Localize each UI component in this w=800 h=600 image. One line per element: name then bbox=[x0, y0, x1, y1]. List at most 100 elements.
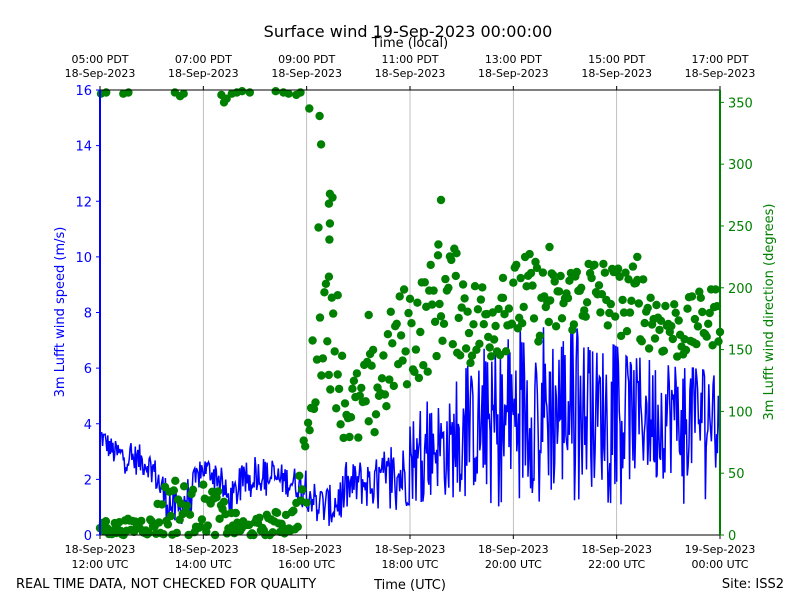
wind-direction-point bbox=[405, 294, 415, 303]
wind-direction-point bbox=[525, 249, 534, 259]
top-tick-label-date: 18-Sep-2023 bbox=[65, 67, 136, 80]
wind-direction-point bbox=[188, 485, 198, 494]
wind-direction-point bbox=[314, 223, 323, 232]
wind-direction-point bbox=[423, 367, 432, 376]
wind-direction-point bbox=[321, 279, 331, 288]
wind-direction-point bbox=[404, 308, 413, 318]
x-tick-label-date: 18-Sep-2023 bbox=[581, 543, 652, 556]
top-tick-label-time: 15:00 PDT bbox=[588, 53, 645, 66]
wind-direction-point bbox=[705, 308, 714, 318]
wind-direction-point bbox=[388, 339, 397, 348]
wind-direction-point bbox=[590, 260, 599, 269]
wind-direction-point bbox=[203, 521, 212, 530]
wind-direction-point bbox=[603, 321, 612, 330]
wind-direction-point bbox=[659, 346, 669, 355]
wind-direction-point bbox=[494, 304, 503, 314]
wind-direction-point bbox=[401, 347, 410, 356]
top-tick-label-time: 13:00 PDT bbox=[485, 53, 542, 66]
wind-direction-point bbox=[526, 268, 536, 278]
wind-direction-point bbox=[402, 380, 412, 389]
wind-direction-point bbox=[698, 307, 707, 317]
wind-direction-point bbox=[355, 391, 364, 400]
wind-direction-point bbox=[622, 327, 632, 336]
wind-direction-point bbox=[582, 298, 592, 307]
wind-direction-point bbox=[436, 312, 446, 321]
wind-direction-point bbox=[324, 272, 334, 281]
wind-direction-point bbox=[172, 528, 181, 538]
wind-direction-point bbox=[516, 273, 525, 283]
wind-direction-point bbox=[704, 319, 713, 328]
wind-direction-point bbox=[413, 298, 422, 307]
wind-direction-point bbox=[683, 304, 692, 313]
wind-direction-point bbox=[463, 307, 472, 316]
wind-direction-point bbox=[182, 501, 192, 510]
wind-direction-point bbox=[535, 331, 545, 340]
wind-direction-point bbox=[333, 291, 342, 300]
wind-direction-point bbox=[231, 508, 240, 518]
wind-direction-point bbox=[196, 522, 205, 531]
wind-direction-point bbox=[411, 345, 421, 354]
wind-direction-point bbox=[284, 89, 293, 98]
wind-direction-point bbox=[577, 283, 586, 292]
wind-direction-point bbox=[587, 273, 596, 283]
top-tick-label-time: 07:00 PDT bbox=[175, 53, 232, 66]
chart-title: Surface wind 19-Sep-2023 00:00:00 bbox=[264, 22, 553, 41]
wind-direction-point bbox=[441, 274, 450, 284]
wind-direction-point bbox=[464, 328, 474, 338]
wind-direction-point bbox=[507, 319, 517, 328]
wind-direction-point bbox=[458, 280, 468, 289]
wind-direction-point bbox=[546, 296, 555, 305]
wind-direction-point bbox=[512, 260, 521, 270]
wind-direction-point bbox=[346, 413, 356, 422]
wind-direction-point bbox=[681, 345, 691, 355]
wind-direction-point bbox=[581, 312, 590, 321]
x-tick-label-date: 18-Sep-2023 bbox=[65, 543, 136, 556]
wind-direction-point bbox=[652, 300, 661, 310]
wind-direction-point bbox=[364, 417, 373, 426]
wind-direction-point bbox=[154, 518, 164, 527]
wind-direction-point bbox=[429, 286, 438, 295]
wind-direction-point bbox=[396, 331, 406, 340]
wind-direction-point bbox=[509, 278, 518, 287]
wind-direction-point bbox=[349, 376, 359, 385]
wind-direction-point bbox=[329, 309, 338, 318]
wind-direction-point bbox=[302, 498, 311, 507]
wind-direction-point bbox=[639, 275, 648, 284]
wind-direction-point bbox=[427, 300, 437, 309]
wind-direction-point bbox=[644, 344, 654, 353]
wind-direction-point bbox=[444, 283, 453, 292]
y-right-tick-label: 300 bbox=[728, 158, 753, 173]
wind-direction-point bbox=[456, 351, 465, 360]
wind-direction-point bbox=[383, 330, 393, 339]
x-tick-label-time: 16:00 UTC bbox=[278, 558, 335, 571]
wind-direction-point bbox=[457, 303, 466, 312]
wind-direction-point bbox=[334, 384, 344, 394]
wind-direction-point bbox=[460, 294, 469, 303]
x-tick-label-date: 18-Sep-2023 bbox=[271, 543, 342, 556]
wind-direction-point bbox=[305, 104, 314, 113]
wind-direction-point bbox=[469, 320, 478, 329]
wind-direction-point bbox=[656, 316, 666, 325]
wind-direction-point bbox=[529, 314, 539, 323]
wind-direction-point bbox=[470, 282, 480, 291]
wind-direction-point bbox=[467, 351, 477, 360]
wind-direction-point bbox=[637, 337, 646, 346]
wind-direction-point bbox=[370, 428, 379, 437]
wind-direction-point bbox=[159, 530, 168, 539]
wind-direction-point bbox=[101, 517, 111, 526]
wind-direction-point bbox=[426, 260, 435, 270]
y-right-tick-label: 100 bbox=[728, 405, 753, 420]
x-tick-label-date: 19-Sep-2023 bbox=[685, 543, 756, 556]
wind-direction-point bbox=[295, 471, 304, 480]
wind-direction-point bbox=[556, 271, 565, 281]
x-tick-label-date: 18-Sep-2023 bbox=[375, 543, 446, 556]
wind-direction-point bbox=[438, 336, 447, 345]
wind-direction-point bbox=[419, 361, 428, 370]
wind-direction-point bbox=[655, 325, 664, 335]
wind-direction-point bbox=[550, 277, 559, 286]
wind-direction-point bbox=[544, 317, 553, 327]
wind-direction-point bbox=[518, 319, 527, 328]
wind-direction-point bbox=[475, 339, 484, 348]
wind-direction-point bbox=[557, 314, 567, 323]
